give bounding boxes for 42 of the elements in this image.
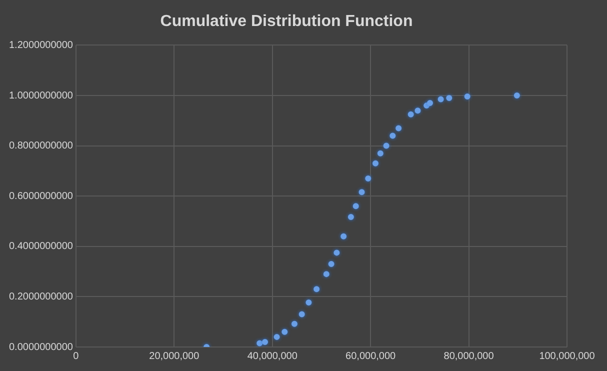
point — [408, 111, 414, 118]
point — [274, 334, 280, 340]
point — [262, 338, 268, 345]
point — [390, 132, 396, 139]
point — [340, 233, 347, 240]
point — [328, 261, 334, 268]
point — [514, 92, 520, 98]
y-tick-label: 1.0000000000 — [8, 90, 74, 102]
y-tick-label: 0.0000000000 — [8, 342, 74, 353]
point — [446, 95, 452, 102]
y-tick-label: 0.4000000000 — [8, 241, 74, 252]
x-tick-label: 80,000,000 — [444, 350, 494, 362]
point — [377, 150, 384, 156]
x-tick-label: 20,000,000 — [149, 350, 200, 362]
point — [298, 311, 305, 318]
point — [358, 189, 365, 196]
chart-title: Cumulative Distribution Function — [160, 13, 413, 30]
point — [352, 203, 359, 210]
point — [427, 100, 433, 106]
point — [306, 299, 312, 306]
point — [383, 142, 390, 149]
point — [414, 108, 421, 114]
point — [348, 214, 354, 220]
x-tick-label: 60,000,000 — [346, 350, 396, 362]
point — [323, 271, 330, 278]
point — [396, 125, 402, 132]
y-tick-label: 0.6000000000 — [8, 190, 74, 202]
y-tick-label: 0.8000000000 — [8, 140, 74, 152]
point — [464, 94, 470, 100]
point — [365, 175, 372, 182]
point — [438, 96, 444, 102]
y-tick-label: 0.2000000000 — [8, 291, 74, 302]
x-tick-label: 40,000,000 — [247, 350, 298, 362]
point — [334, 250, 340, 256]
point — [314, 286, 320, 292]
x-tick-label: 100,000,000 — [539, 350, 596, 362]
point — [291, 320, 298, 327]
point — [256, 340, 263, 346]
point — [282, 328, 288, 335]
y-tick-label: 1.2000000000 — [8, 40, 74, 51]
point — [372, 160, 378, 166]
x-tick-label: 0 — [73, 350, 80, 362]
